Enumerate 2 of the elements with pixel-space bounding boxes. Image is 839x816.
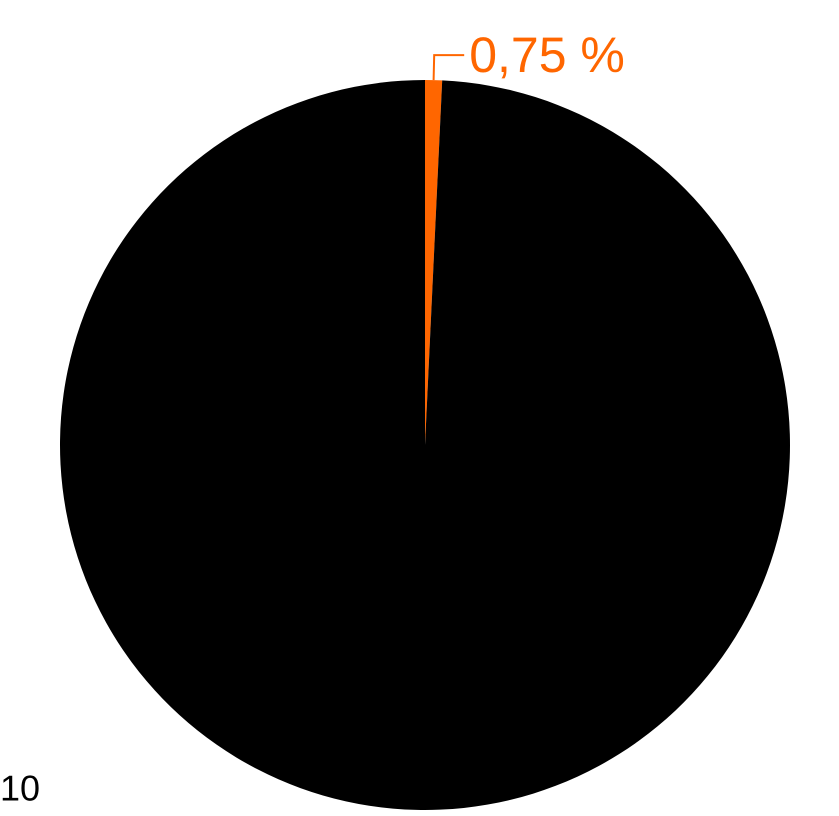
data-label: 0,75 % <box>469 27 625 84</box>
text: 10 <box>0 768 40 808</box>
